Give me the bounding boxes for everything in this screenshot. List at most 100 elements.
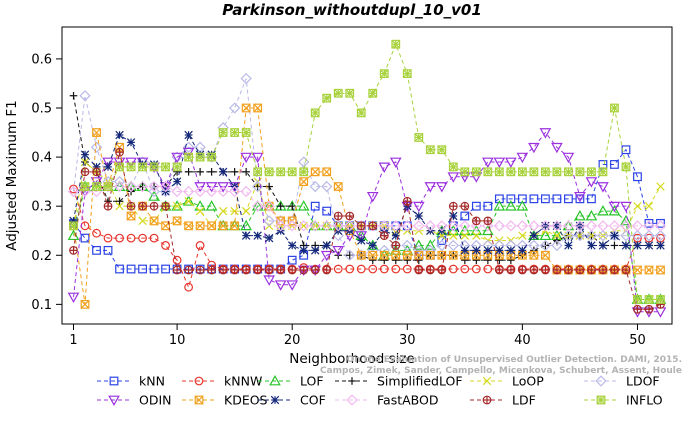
data-point <box>585 229 598 242</box>
legend-label: FastABOD <box>377 393 439 408</box>
data-point <box>529 194 539 204</box>
data-point <box>196 168 204 176</box>
data-point <box>195 206 205 216</box>
data-point <box>80 182 90 191</box>
data-point <box>517 167 527 177</box>
data-point <box>230 206 239 216</box>
data-point <box>448 201 458 211</box>
data-point <box>240 72 252 85</box>
data-point <box>482 157 494 169</box>
data-point <box>437 265 447 275</box>
data-point <box>587 167 596 177</box>
x-tick-label: 30 <box>399 333 416 348</box>
legend-item-odin: ODIN <box>97 393 172 408</box>
data-point <box>621 265 631 275</box>
data-point <box>297 200 310 211</box>
data-point <box>574 220 586 232</box>
data-point <box>506 265 516 275</box>
data-point <box>172 265 182 275</box>
data-point <box>205 185 218 198</box>
data-point <box>608 220 621 232</box>
data-point <box>654 229 667 242</box>
legend-marker <box>269 374 281 386</box>
data-point <box>207 168 216 176</box>
data-point <box>276 202 285 210</box>
series-line <box>73 188 661 289</box>
legend-marker <box>596 395 606 405</box>
data-point <box>309 220 321 232</box>
data-point <box>529 231 539 240</box>
data-point <box>506 167 516 177</box>
data-point <box>574 229 586 242</box>
y-tick-label: 0.5 <box>31 102 52 117</box>
data-point <box>436 220 448 232</box>
data-point <box>228 185 241 198</box>
data-point <box>472 256 481 264</box>
data-point <box>309 180 321 193</box>
data-point <box>241 231 251 240</box>
data-point <box>644 304 654 314</box>
data-point <box>217 185 229 198</box>
series-line <box>73 95 661 261</box>
data-point <box>391 264 401 274</box>
data-point <box>643 220 655 232</box>
series-line <box>73 186 661 300</box>
data-point <box>412 239 425 250</box>
data-point <box>459 224 471 236</box>
data-point <box>437 250 447 260</box>
data-point <box>378 162 391 173</box>
legend-item-knnw: kNNW <box>182 374 262 389</box>
y-axis: 0.1 0.2 0.3 0.4 0.5 0.6 <box>31 52 62 313</box>
legend-item-simplifiedlof: SimplifiedLOF <box>335 374 463 389</box>
legend-label: COF <box>300 393 326 408</box>
data-point <box>264 167 274 177</box>
data-point <box>253 103 263 113</box>
data-point <box>172 216 182 226</box>
data-point <box>483 246 493 255</box>
data-point <box>159 185 172 198</box>
data-point <box>275 220 287 232</box>
legend-label: LOF <box>300 374 324 389</box>
data-point <box>310 246 320 255</box>
legend-item-fastabod: FastABOD <box>335 393 439 408</box>
data-point <box>471 201 481 211</box>
data-point <box>435 182 448 193</box>
data-point <box>115 130 124 140</box>
data-point <box>391 256 400 264</box>
legend-label: KDEOS <box>224 393 268 408</box>
data-point <box>460 264 470 274</box>
legend-item-ldf: LDF <box>470 393 536 408</box>
y-tick-label: 0.4 <box>31 151 52 166</box>
data-point <box>587 265 596 275</box>
data-point <box>539 220 552 232</box>
data-point <box>344 249 356 261</box>
data-point <box>345 88 355 98</box>
data-point <box>218 221 228 231</box>
legend-marker <box>595 375 607 387</box>
series-line <box>73 42 661 300</box>
data-point <box>460 201 470 211</box>
data-point <box>539 128 552 139</box>
data-point <box>230 265 240 275</box>
data-point <box>562 220 575 232</box>
data-point <box>552 231 562 240</box>
data-point <box>483 201 493 211</box>
data-point <box>159 180 172 193</box>
data-point <box>505 220 517 232</box>
data-point <box>494 265 504 275</box>
data-point <box>518 231 527 240</box>
data-point <box>380 256 389 264</box>
data-point <box>80 233 90 243</box>
data-point <box>230 168 239 176</box>
data-point <box>585 177 598 188</box>
data-point <box>333 182 343 191</box>
data-point <box>401 244 414 255</box>
data-point <box>332 245 345 257</box>
data-point <box>517 194 527 204</box>
data-point <box>414 211 424 221</box>
data-point <box>161 264 170 274</box>
data-point <box>461 256 469 264</box>
data-point <box>540 250 550 260</box>
data-point <box>401 239 413 252</box>
data-point <box>379 69 389 79</box>
